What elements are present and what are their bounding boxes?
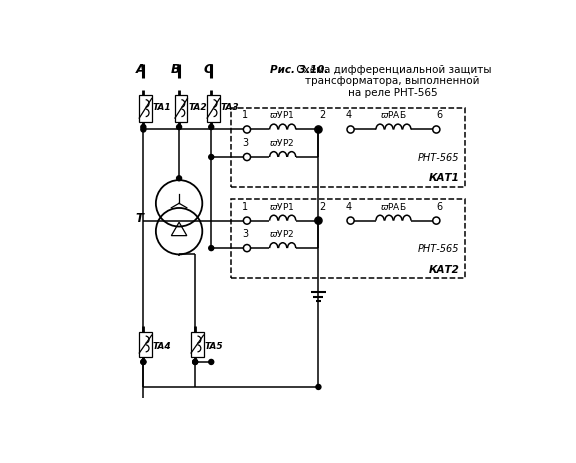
Circle shape — [177, 176, 181, 181]
Circle shape — [177, 125, 181, 130]
Bar — [139, 96, 151, 122]
Circle shape — [316, 385, 321, 389]
Circle shape — [209, 125, 214, 130]
Text: КАТ1: КАТ1 — [429, 173, 460, 183]
Text: $\varpi$УР1: $\varpi$УР1 — [270, 109, 295, 120]
Circle shape — [141, 128, 146, 133]
Circle shape — [316, 219, 321, 224]
Text: РНТ-565: РНТ-565 — [418, 153, 460, 163]
Bar — [207, 96, 219, 122]
Text: КАТ2: КАТ2 — [429, 264, 460, 274]
Text: B: B — [171, 63, 181, 75]
Circle shape — [192, 360, 198, 365]
Circle shape — [316, 128, 321, 133]
Text: 3: 3 — [242, 138, 248, 148]
Text: T: T — [136, 211, 144, 224]
Bar — [175, 96, 187, 122]
Circle shape — [316, 128, 321, 133]
Text: TA5: TA5 — [204, 342, 223, 350]
Circle shape — [316, 219, 321, 224]
Text: 1: 1 — [242, 110, 248, 120]
Text: $\varpi$УР2: $\varpi$УР2 — [270, 137, 294, 148]
Circle shape — [141, 125, 146, 130]
Circle shape — [141, 360, 146, 365]
Bar — [139, 332, 151, 357]
Text: 6: 6 — [436, 110, 442, 120]
Bar — [231, 109, 465, 188]
Text: 6: 6 — [436, 201, 442, 211]
Text: 2: 2 — [319, 110, 325, 120]
Text: $\varpi$РАБ: $\varpi$РАБ — [380, 109, 407, 120]
Text: TA4: TA4 — [153, 342, 171, 350]
Text: Схема дифференциальной защиты
трансформатора, выполненной
на реле РНТ-565: Схема дифференциальной защиты трансформа… — [293, 64, 492, 98]
Text: 4: 4 — [346, 110, 352, 120]
Text: $\varpi$УР2: $\varpi$УР2 — [270, 228, 294, 238]
Bar — [191, 332, 203, 357]
Circle shape — [209, 155, 214, 160]
Text: A: A — [135, 63, 145, 75]
Text: 3: 3 — [242, 229, 248, 238]
Text: TA2: TA2 — [188, 103, 207, 112]
Text: TA3: TA3 — [220, 103, 239, 112]
Text: 1: 1 — [242, 201, 248, 211]
Bar — [231, 200, 465, 278]
Circle shape — [209, 246, 214, 251]
Text: 2: 2 — [319, 201, 325, 211]
Text: Рис. 3.10.: Рис. 3.10. — [270, 64, 328, 75]
Text: РНТ-565: РНТ-565 — [418, 244, 460, 254]
Text: TA1: TA1 — [153, 103, 171, 112]
Circle shape — [141, 360, 146, 365]
Text: C: C — [203, 63, 213, 75]
Circle shape — [209, 360, 214, 365]
Text: 4: 4 — [346, 201, 352, 211]
Circle shape — [192, 360, 198, 365]
Text: $\varpi$УР1: $\varpi$УР1 — [270, 200, 295, 211]
Text: $\varpi$РАБ: $\varpi$РАБ — [380, 200, 407, 211]
